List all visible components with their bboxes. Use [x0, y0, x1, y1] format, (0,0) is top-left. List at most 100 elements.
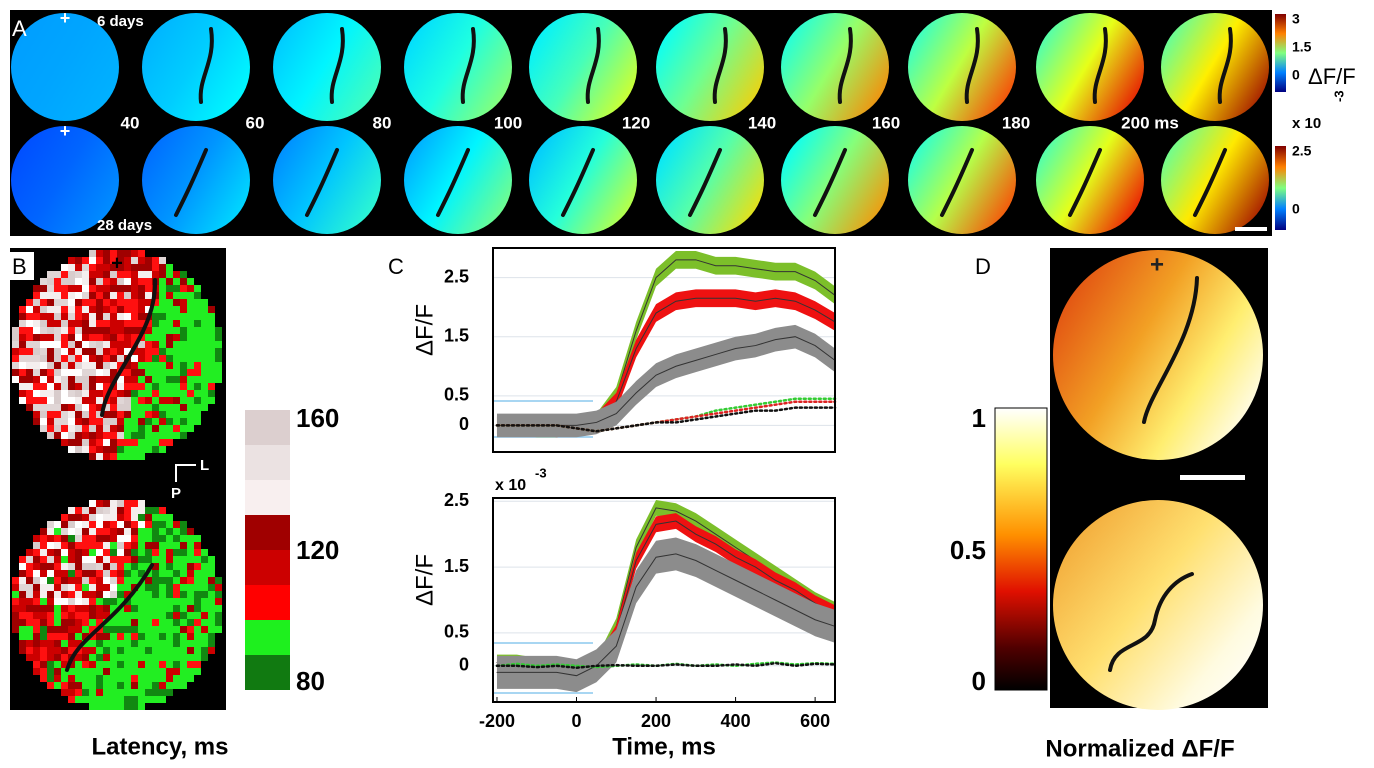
latency-pixel — [54, 605, 61, 612]
latency-pixel — [173, 404, 180, 411]
latency-pixel — [110, 633, 117, 640]
boundary-line — [1142, 276, 1199, 424]
latency-pixel — [117, 584, 124, 591]
latency-pixel — [54, 369, 61, 376]
latency-pixel — [47, 292, 54, 299]
latency-pixel — [96, 675, 103, 682]
latency-pixel — [201, 612, 208, 619]
latency-pixel — [110, 313, 117, 320]
latency-pixel — [75, 577, 82, 584]
latency-pixel — [138, 605, 145, 612]
latency-pixel — [68, 348, 75, 355]
latency-pixel — [26, 598, 33, 605]
latency-pixel — [173, 278, 180, 285]
latency-pixel — [96, 453, 103, 460]
latency-pixel — [89, 383, 96, 390]
latency-pixel — [187, 563, 194, 570]
latency-pixel — [159, 528, 166, 535]
latency-pixel — [180, 612, 187, 619]
latency-pixel — [103, 271, 110, 278]
latency-pixel — [96, 654, 103, 661]
latency-pixel — [54, 612, 61, 619]
latency-pixel — [33, 598, 40, 605]
latency-pixel — [89, 654, 96, 661]
latency-pixel — [89, 397, 96, 404]
latency-pixel — [75, 584, 82, 591]
latency-pixel — [145, 278, 152, 285]
latency-pixel — [152, 327, 159, 334]
latency-pixel — [152, 612, 159, 619]
latency-pixel — [26, 570, 33, 577]
latency-pixel — [103, 549, 110, 556]
latency-pixel — [117, 306, 124, 313]
latency-pixel — [40, 362, 47, 369]
latency-pixel — [89, 327, 96, 334]
latency-pixel — [124, 299, 131, 306]
boundary-line — [305, 148, 339, 217]
colorbar-tick: 1 — [972, 403, 986, 433]
latency-pixel — [124, 612, 131, 619]
latency-pixel — [159, 577, 166, 584]
latency-pixel — [152, 549, 159, 556]
latency-pixel — [152, 640, 159, 647]
latency-pixel — [152, 619, 159, 626]
latency-pixel — [89, 446, 96, 453]
latency-pixel — [138, 299, 145, 306]
latency-pixel — [117, 362, 124, 369]
latency-pixel — [152, 257, 159, 264]
latency-pixel — [145, 619, 152, 626]
latency-pixel — [75, 292, 82, 299]
latency-pixel — [145, 549, 152, 556]
latency-pixel — [89, 257, 96, 264]
latency-pixel — [103, 425, 110, 432]
latency-pixel — [40, 563, 47, 570]
latency-pixel — [145, 514, 152, 521]
latency-pixel — [201, 299, 208, 306]
latency-pixel — [145, 689, 152, 696]
latency-pixel — [54, 619, 61, 626]
boundary-line — [964, 27, 980, 104]
latency-pixel — [145, 577, 152, 584]
latency-pixel — [124, 563, 131, 570]
caption: Latency, ms — [92, 733, 229, 760]
latency-pixel — [145, 605, 152, 612]
latency-pixel — [54, 432, 61, 439]
latency-pixel — [26, 633, 33, 640]
latency-pixel — [201, 306, 208, 313]
latency-pixel — [208, 647, 215, 654]
latency-pixel — [96, 376, 103, 383]
latency-pixel — [187, 640, 194, 647]
latency-pixel — [117, 654, 124, 661]
latency-pixel — [131, 327, 138, 334]
latency-pixel — [117, 278, 124, 285]
latency-pixel — [145, 369, 152, 376]
latency-pixel — [159, 257, 166, 264]
activity-frame — [1036, 126, 1144, 234]
boundary-line — [585, 27, 601, 104]
latency-pixel — [82, 647, 89, 654]
latency-pixel — [159, 584, 166, 591]
latency-pixel — [187, 584, 194, 591]
boundary-line — [688, 148, 722, 217]
latency-pixel — [61, 535, 68, 542]
latency-pixel — [40, 528, 47, 535]
latency-pixel — [117, 292, 124, 299]
latency-pixel — [117, 500, 124, 507]
latency-pixel — [166, 432, 173, 439]
latency-pixel — [131, 500, 138, 507]
latency-pixel — [33, 390, 40, 397]
latency-pixel — [54, 397, 61, 404]
latency-pixel — [152, 591, 159, 598]
latency-pixel — [33, 556, 40, 563]
activity-frame — [273, 13, 381, 121]
latency-pixel — [208, 306, 215, 313]
latency-pixel — [103, 418, 110, 425]
latency-pixel — [61, 549, 68, 556]
latency-pixel — [159, 446, 166, 453]
latency-pixel — [61, 432, 68, 439]
latency-pixel — [159, 264, 166, 271]
latency-pixel — [54, 626, 61, 633]
latency-pixel — [145, 507, 152, 514]
latency-pixel — [145, 591, 152, 598]
latency-pixel — [33, 661, 40, 668]
